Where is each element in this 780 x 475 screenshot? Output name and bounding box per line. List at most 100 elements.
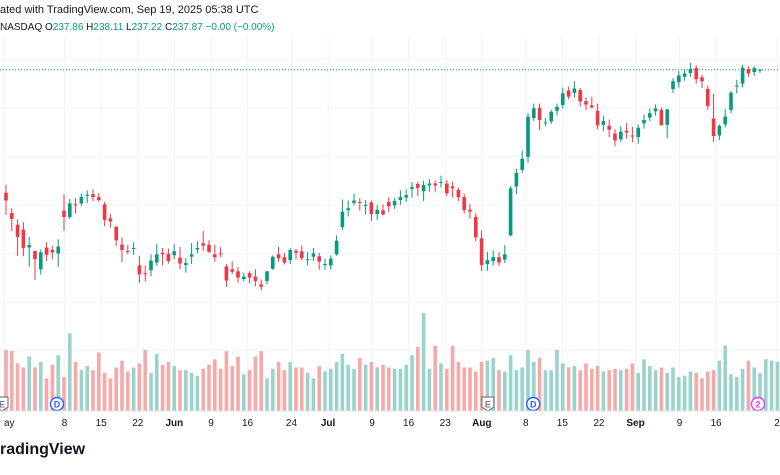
candle[interactable] — [572, 81, 577, 98]
split-marker[interactable]: 2 — [750, 396, 766, 412]
candle[interactable] — [305, 251, 310, 266]
candle[interactable] — [207, 240, 211, 253]
candle[interactable] — [137, 255, 142, 283]
candle[interactable] — [491, 250, 495, 266]
candle[interactable] — [166, 248, 171, 264]
candle[interactable] — [694, 65, 698, 84]
candle[interactable] — [392, 198, 397, 209]
candle[interactable] — [735, 79, 739, 94]
candle[interactable] — [520, 150, 524, 173]
candle[interactable] — [700, 74, 704, 88]
candle[interactable] — [369, 200, 374, 221]
candle[interactable] — [456, 187, 461, 201]
candle[interactable] — [659, 107, 664, 126]
candle[interactable] — [381, 204, 385, 216]
candle[interactable] — [15, 219, 20, 256]
candle[interactable] — [114, 226, 118, 247]
candle[interactable] — [184, 258, 188, 273]
candle[interactable] — [236, 266, 240, 283]
candle[interactable] — [485, 251, 490, 271]
candle[interactable] — [50, 246, 55, 260]
candle[interactable] — [358, 198, 362, 211]
candle[interactable] — [421, 180, 426, 201]
candle[interactable] — [79, 193, 84, 206]
candle[interactable] — [555, 103, 559, 116]
candle[interactable] — [474, 213, 478, 242]
candle[interactable] — [665, 108, 669, 138]
candle[interactable] — [723, 109, 727, 128]
candle[interactable] — [595, 103, 600, 130]
candle[interactable] — [189, 243, 194, 264]
candle[interactable] — [537, 103, 542, 131]
candle[interactable] — [253, 269, 258, 287]
candle[interactable] — [33, 250, 37, 280]
candle[interactable] — [642, 114, 646, 129]
candle[interactable] — [97, 193, 101, 202]
candle[interactable] — [410, 182, 414, 198]
candle[interactable] — [323, 258, 327, 270]
candle[interactable] — [195, 241, 200, 254]
candle[interactable] — [584, 97, 588, 110]
earnings-marker[interactable]: E — [481, 396, 495, 412]
candle[interactable] — [543, 118, 548, 126]
candle[interactable] — [131, 242, 136, 255]
candle[interactable] — [242, 272, 246, 282]
candle[interactable] — [462, 193, 466, 214]
candle[interactable] — [433, 180, 437, 192]
time-axis[interactable]: ay 8 15 22 Jun 9 16 24 Jul 9 16 23 Aug 8 15 22 Sep 9 16 2 — [4, 418, 780, 429]
candle[interactable] — [230, 261, 234, 275]
candle[interactable] — [224, 264, 229, 287]
candle[interactable] — [143, 265, 147, 282]
candle[interactable] — [352, 193, 356, 206]
candle[interactable] — [706, 85, 710, 110]
candle[interactable] — [613, 129, 617, 147]
candle[interactable] — [73, 198, 78, 214]
candle[interactable] — [607, 119, 611, 137]
candle[interactable] — [178, 247, 182, 270]
candle[interactable] — [201, 231, 205, 251]
candle[interactable] — [427, 179, 432, 192]
candle[interactable] — [39, 249, 43, 275]
candle[interactable] — [68, 199, 72, 219]
candle[interactable] — [271, 255, 275, 270]
candle[interactable] — [126, 245, 130, 255]
candle[interactable] — [549, 109, 553, 124]
candle[interactable] — [677, 71, 681, 88]
candle[interactable] — [247, 271, 252, 284]
candle[interactable] — [439, 175, 443, 188]
candle[interactable] — [497, 252, 501, 266]
candle[interactable] — [624, 122, 629, 139]
candle[interactable] — [213, 244, 217, 262]
candle[interactable] — [160, 248, 165, 266]
candle[interactable] — [56, 239, 60, 267]
candle[interactable] — [682, 69, 687, 81]
candle[interactable] — [653, 104, 658, 116]
dividend-marker[interactable]: D — [49, 396, 65, 412]
candle[interactable] — [149, 254, 153, 277]
candle[interactable] — [120, 237, 124, 263]
candle[interactable] — [282, 252, 287, 265]
candle[interactable] — [340, 199, 345, 231]
candle[interactable] — [218, 247, 223, 258]
candle[interactable] — [44, 242, 49, 262]
candle[interactable] — [404, 189, 408, 202]
candle[interactable] — [479, 230, 484, 271]
candle[interactable] — [259, 279, 263, 291]
candle[interactable] — [363, 200, 368, 215]
candle[interactable] — [601, 115, 606, 132]
candle[interactable] — [21, 222, 26, 257]
candle[interactable] — [375, 204, 379, 220]
candle[interactable] — [334, 235, 339, 256]
candle[interactable] — [711, 93, 716, 142]
candle[interactable] — [671, 78, 675, 93]
candle[interactable] — [590, 96, 594, 109]
candle[interactable] — [503, 245, 507, 264]
candles[interactable] — [4, 62, 762, 291]
candle[interactable] — [398, 190, 403, 205]
candle[interactable] — [450, 181, 455, 198]
candle[interactable] — [717, 124, 722, 140]
candle[interactable] — [102, 201, 107, 227]
candle[interactable] — [740, 64, 745, 88]
